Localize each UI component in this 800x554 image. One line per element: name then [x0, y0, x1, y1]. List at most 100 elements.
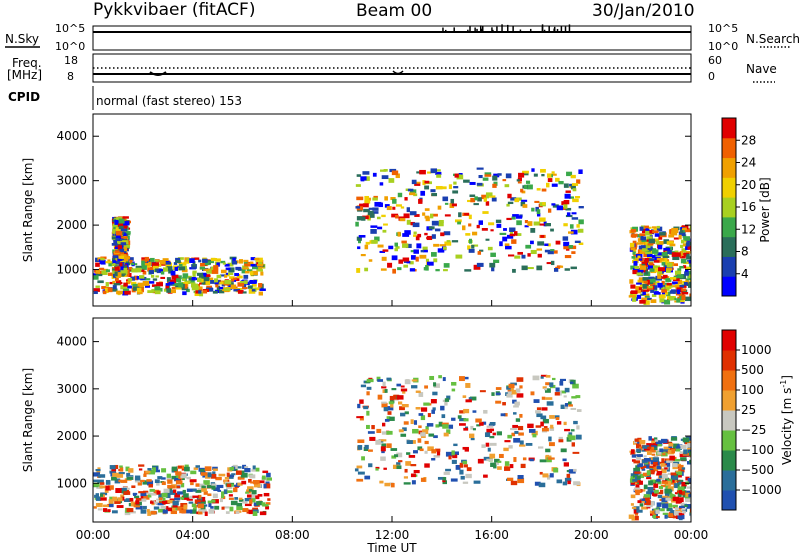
heatmap-cell [668, 234, 675, 238]
heatmap-cell [438, 421, 443, 427]
heatmap-cell [212, 466, 218, 470]
heatmap-cell [486, 428, 493, 434]
heatmap-cell [189, 495, 195, 499]
heatmap-cell [227, 282, 234, 287]
heatmap-cell [547, 243, 551, 247]
heatmap-cell [195, 483, 200, 487]
heatmap-cell [380, 456, 386, 461]
heatmap-cell [357, 471, 365, 475]
heatmap-cell [521, 199, 528, 202]
heatmap-cell [666, 460, 673, 463]
heatmap-cell [172, 500, 179, 506]
heatmap-cell [214, 505, 220, 510]
heatmap-cell [249, 279, 257, 284]
heatmap-cell [201, 281, 206, 285]
heatmap-cell [165, 284, 170, 290]
heatmap-cell [646, 246, 653, 251]
heatmap-cell [563, 203, 568, 209]
heatmap-cell [654, 233, 660, 237]
heatmap-cell [257, 494, 263, 497]
heatmap-cell [676, 289, 681, 295]
heatmap-cell [673, 458, 681, 462]
heatmap-cell [467, 199, 474, 203]
heatmap-cell [638, 463, 644, 467]
heatmap-cell [237, 282, 245, 287]
heatmap-cell [685, 246, 690, 250]
heatmap-cell [122, 231, 126, 235]
heatmap-cell [658, 235, 663, 240]
heatmap-cell [207, 472, 212, 478]
freq-tick-bottom: 8 [67, 70, 74, 83]
heatmap-cell [261, 502, 266, 506]
heatmap-cell [170, 289, 176, 294]
heatmap-cell [99, 482, 105, 485]
heatmap-cell [254, 495, 260, 500]
heatmap-cell [661, 473, 668, 479]
heatmap-cell [378, 202, 383, 208]
heatmap-cell [670, 437, 678, 441]
heatmap-cell [235, 470, 242, 475]
heatmap-cell [397, 231, 401, 237]
heatmap-cell [630, 290, 638, 295]
heatmap-cell [657, 244, 663, 250]
heatmap-cell [514, 198, 520, 203]
heatmap-cell [151, 274, 155, 278]
heatmap-cell [652, 441, 658, 446]
heatmap-cell [470, 438, 475, 441]
heatmap-cell [251, 265, 259, 270]
heatmap-cell [248, 509, 253, 515]
heatmap-cell [674, 270, 682, 275]
heatmap-cell [112, 233, 116, 238]
heatmap-cell [177, 491, 184, 495]
heatmap-cell [382, 249, 389, 252]
heatmap-cell [636, 282, 642, 285]
heatmap-cell [525, 180, 531, 184]
heatmap-cell [179, 266, 186, 271]
heatmap-cell [630, 247, 635, 251]
heatmap-cell [258, 480, 265, 484]
heatmap-cell [647, 243, 654, 246]
heatmap-cell [254, 258, 260, 261]
heatmap-cell [252, 465, 256, 471]
heatmap-cell [370, 229, 377, 234]
colorbar-tick-label: 1000 [741, 343, 772, 357]
heatmap-cell [426, 236, 432, 240]
heatmap-cell [494, 460, 499, 465]
heatmap-cell [631, 506, 637, 509]
heatmap-cell [145, 278, 151, 281]
heatmap-cell [462, 481, 469, 484]
heatmap-cell [672, 255, 680, 261]
heatmap-cell [256, 262, 260, 266]
heatmap-cell [642, 472, 650, 477]
heatmap-cell [428, 226, 435, 230]
heatmap-cell [381, 401, 387, 404]
heatmap-cell [386, 430, 393, 435]
heatmap-cell [670, 289, 677, 293]
heatmap-cell [464, 426, 469, 429]
heatmap-cell [126, 508, 134, 513]
heatmap-cell [533, 399, 540, 403]
nave-label: Nave [746, 62, 777, 76]
heatmap-cell [411, 179, 417, 185]
heatmap-cell [678, 512, 683, 516]
heatmap-cell [440, 232, 445, 237]
heatmap-cell [162, 260, 166, 265]
time-tick-label: 04:00 [175, 528, 210, 542]
heatmap-cell [638, 258, 643, 261]
heatmap-cell [426, 261, 434, 266]
heatmap-cell [657, 452, 662, 455]
heatmap-cell [455, 254, 463, 259]
colorbar-segment [722, 118, 736, 139]
heatmap-cell [506, 217, 512, 221]
heatmap-cell [148, 484, 153, 488]
heatmap-cell [665, 497, 671, 501]
heatmap-cell [643, 494, 651, 498]
colorbar-segment [722, 470, 736, 491]
heatmap-cell [527, 423, 534, 429]
heatmap-cell [563, 421, 567, 426]
heatmap-cell [430, 168, 437, 174]
heatmap-cell [676, 471, 682, 474]
heatmap-cell [356, 236, 362, 241]
